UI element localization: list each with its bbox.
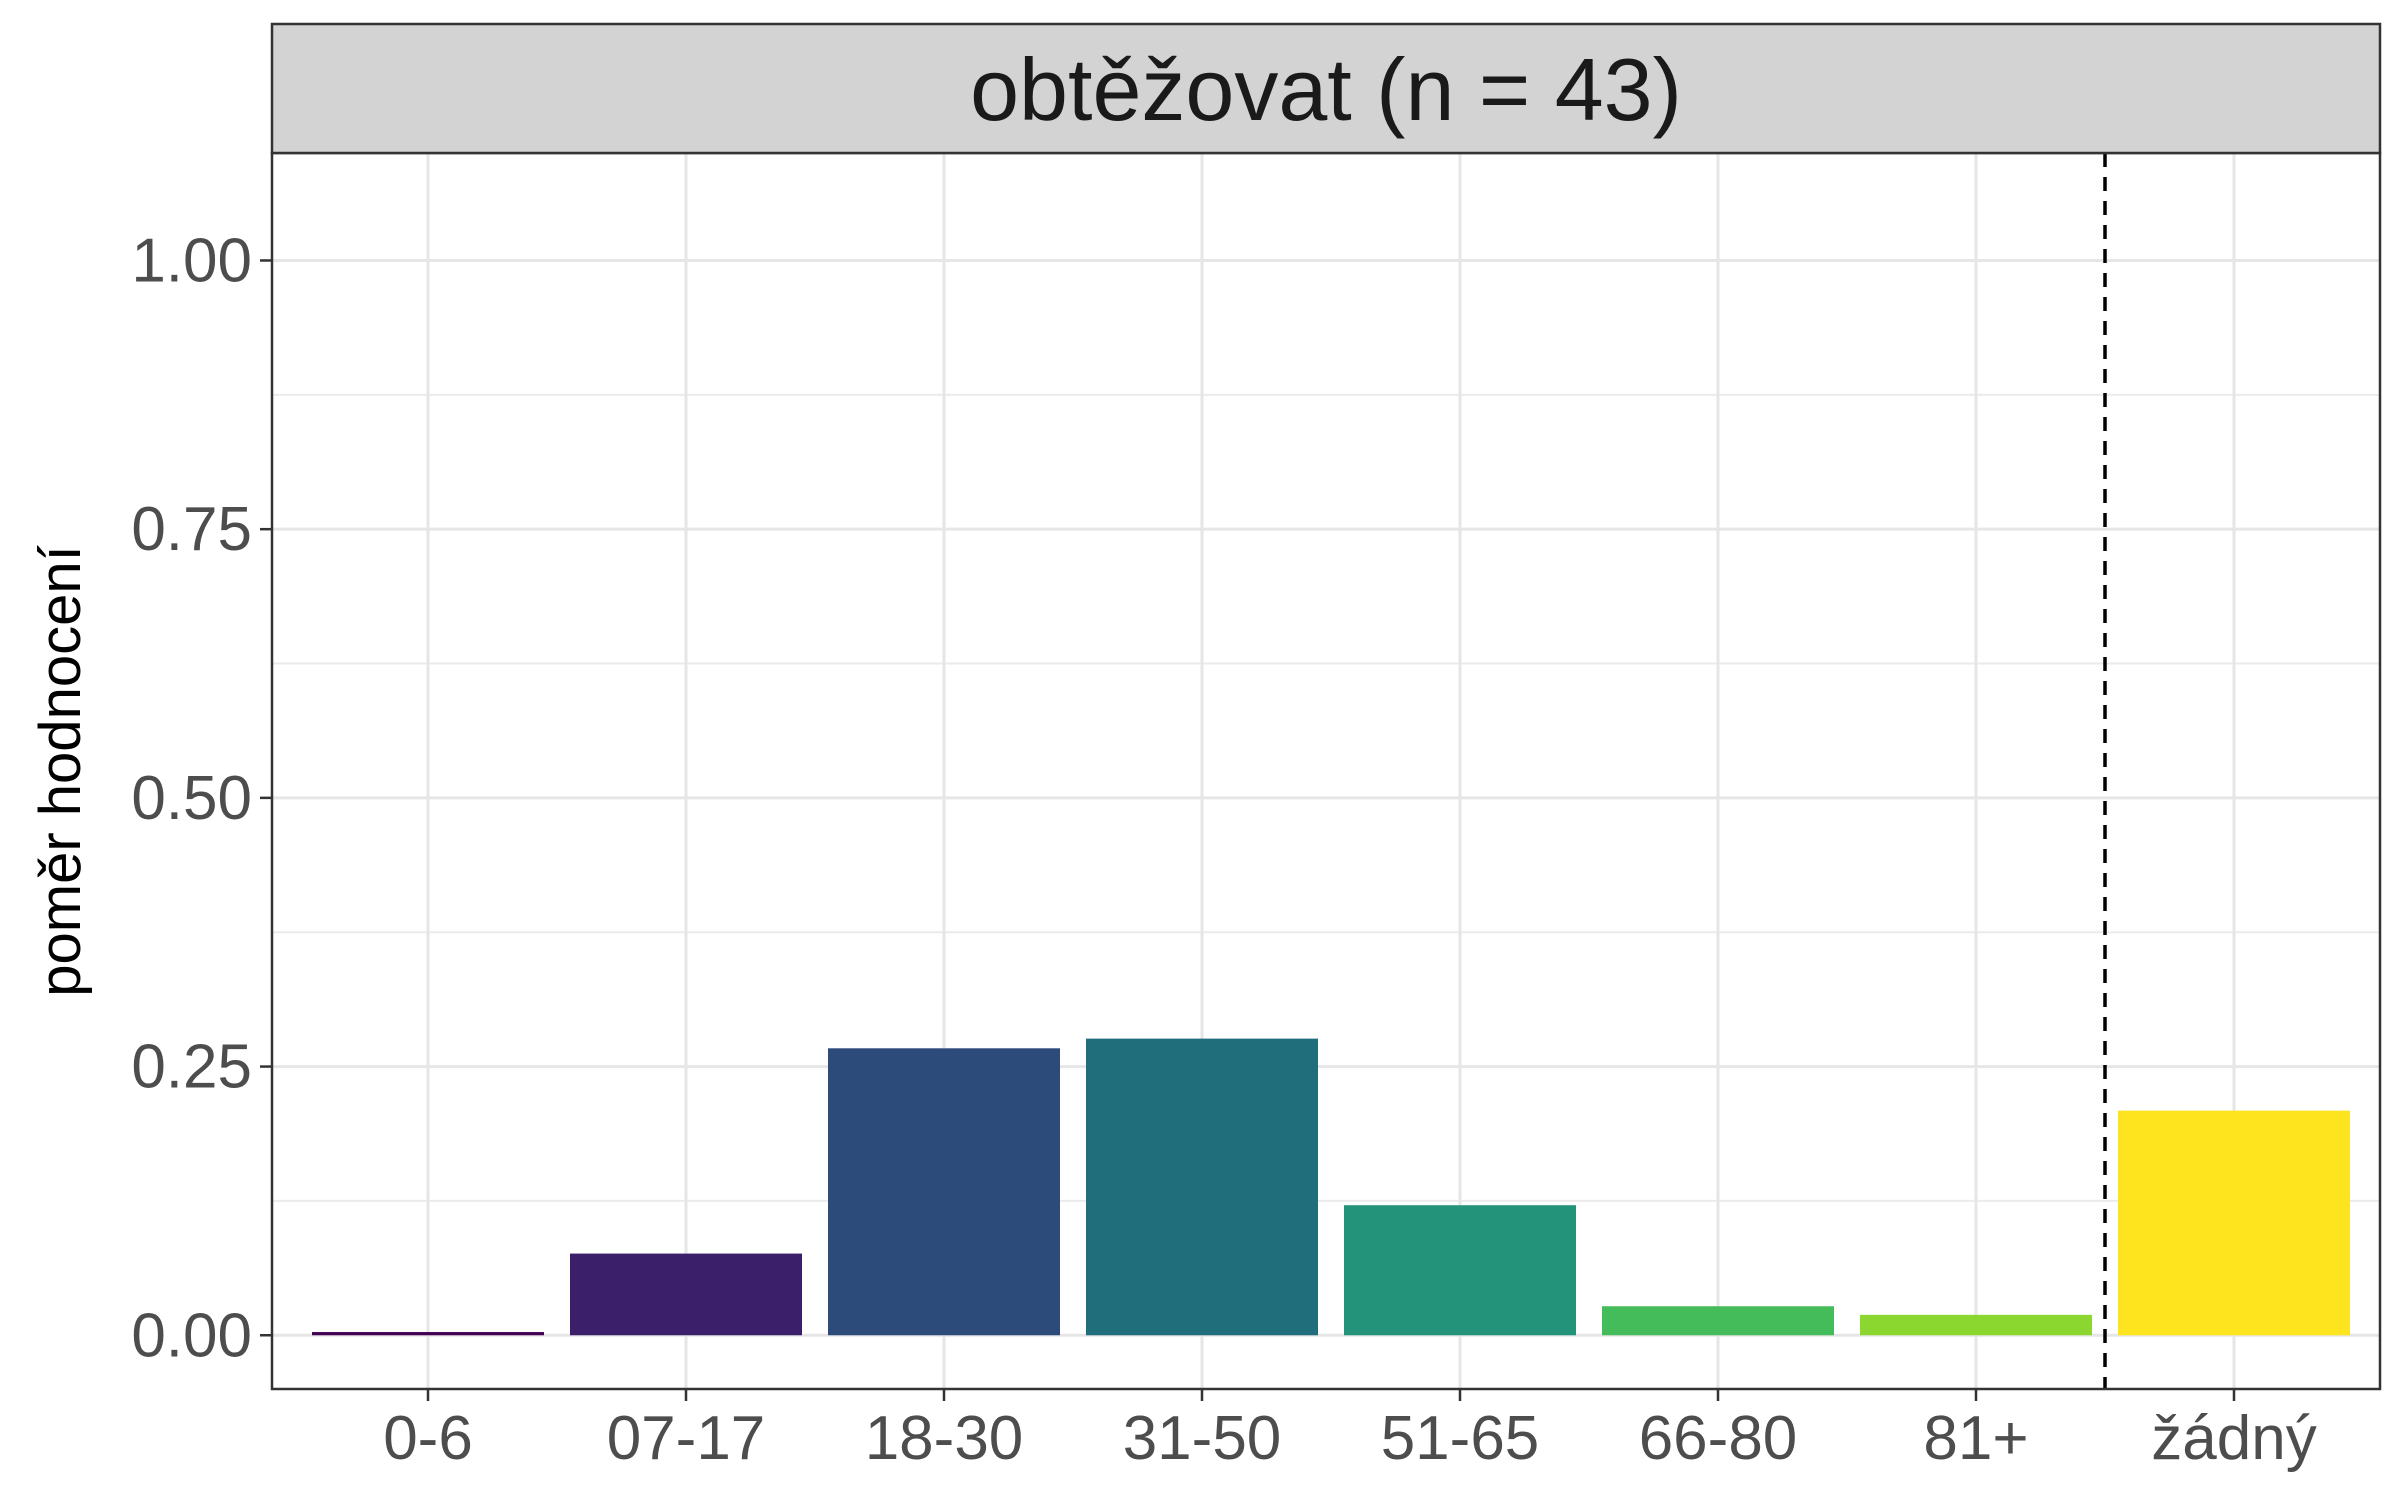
facet-strip bbox=[270, 22, 2382, 155]
x-tick-label: 31-50 bbox=[1123, 1404, 1282, 1473]
bar-66-80 bbox=[1602, 1306, 1834, 1336]
bar-51-65 bbox=[1344, 1205, 1576, 1336]
bar-18-30 bbox=[828, 1048, 1060, 1336]
y-tick-label: 1.00 bbox=[131, 226, 252, 295]
y-tick-label: 0.75 bbox=[131, 495, 252, 564]
y-tick-label: 0.25 bbox=[131, 1033, 252, 1102]
x-tick-label: 18-30 bbox=[865, 1404, 1024, 1473]
facet-title: obtěžovat (n = 43) bbox=[970, 40, 1682, 139]
y-axis-title: poměr hodnocení bbox=[28, 545, 93, 996]
y-tick-label: 0.50 bbox=[131, 764, 252, 833]
bars bbox=[312, 1038, 2350, 1336]
bar-81+ bbox=[1860, 1314, 2092, 1336]
grid-lines bbox=[272, 153, 2380, 1389]
panel-border bbox=[270, 151, 2382, 1391]
x-tick-label: 81+ bbox=[1923, 1404, 2028, 1473]
bar-31-50 bbox=[1086, 1038, 1318, 1336]
y-tick-label: 0.00 bbox=[131, 1301, 252, 1370]
x-tick-label: 51-65 bbox=[1381, 1404, 1540, 1473]
bar-0-6 bbox=[312, 1332, 544, 1336]
x-tick-label: 66-80 bbox=[1639, 1404, 1798, 1473]
bar-žádný bbox=[2118, 1110, 2350, 1336]
y-axis: 0.00 0.25 0.50 0.75 1.00 bbox=[131, 226, 272, 1370]
x-tick-label: 07-17 bbox=[607, 1404, 766, 1473]
x-tick-label: žádný bbox=[2151, 1404, 2316, 1473]
bar-07-17 bbox=[570, 1253, 802, 1336]
x-tick-label: 0-6 bbox=[383, 1404, 473, 1473]
x-axis: 0-6 07-17 18-30 31-50 51-65 66-80 81+ žádný bbox=[383, 1389, 2317, 1473]
